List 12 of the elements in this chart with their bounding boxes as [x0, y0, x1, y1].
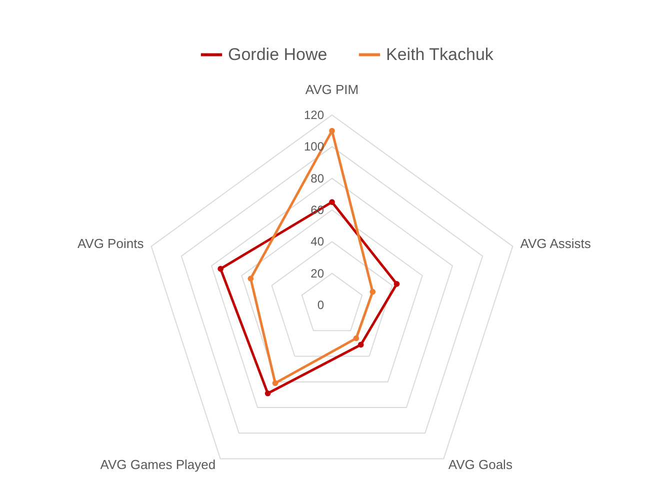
y-tick-label: 20	[310, 266, 324, 280]
spoke-label: AVG Points	[77, 236, 144, 251]
legend-label: Keith Tkachuk	[386, 44, 494, 64]
y-tick-label: 80	[310, 171, 324, 186]
spoke-label: AVG Assists	[520, 236, 592, 251]
y-tick-label: 0	[317, 298, 324, 312]
spoke-label: AVG Games Played	[100, 457, 216, 472]
y-tick-label: 40	[310, 234, 324, 249]
y-tick-label: 120	[304, 108, 324, 122]
spoke-label: AVG PIM	[305, 82, 359, 97]
legend-label: Gordie Howe	[228, 44, 328, 64]
spoke-label: AVG Goals	[448, 457, 513, 472]
